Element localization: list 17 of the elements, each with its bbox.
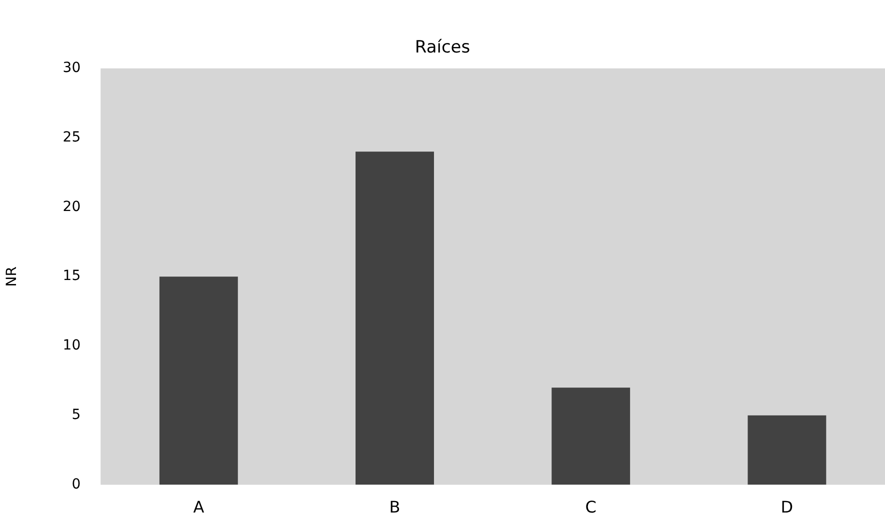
bar <box>552 388 630 485</box>
bar <box>356 152 434 485</box>
x-tick-label: D <box>780 498 794 517</box>
x-tick-label: A <box>193 498 204 517</box>
y-tick-label: 15 <box>62 268 81 284</box>
bar <box>159 276 238 485</box>
chart-title: Raíces <box>414 38 470 58</box>
y-tick-label: 0 <box>72 476 81 492</box>
y-axis-title: NR <box>4 266 20 287</box>
y-tick-label: 25 <box>62 129 81 146</box>
y-tick-label: 20 <box>62 198 81 215</box>
y-tick-label: 10 <box>62 338 81 354</box>
x-tick-label: C <box>585 498 596 517</box>
y-tick-label: 30 <box>62 60 81 76</box>
y-tick-label: 5 <box>72 407 81 424</box>
bar <box>748 415 826 485</box>
x-tick-label: B <box>389 498 400 517</box>
